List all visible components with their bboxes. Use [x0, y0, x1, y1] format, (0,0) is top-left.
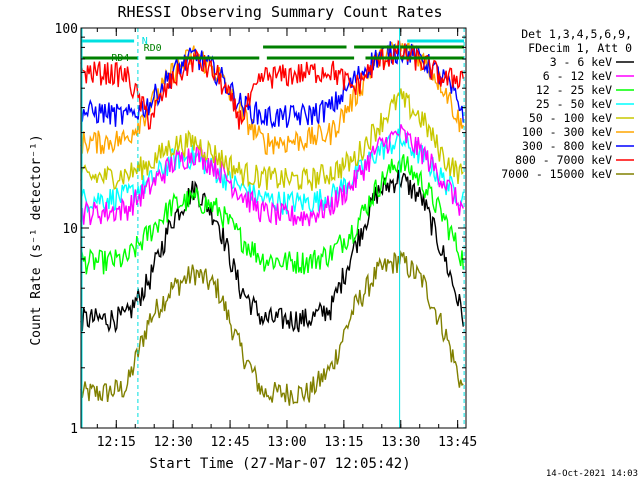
legend-entry-label: 3 - 6 keV — [550, 55, 612, 69]
y-axis-label: Count Rate (s⁻¹ detector⁻¹) — [29, 134, 44, 345]
legend-entry-label: 6 - 12 keV — [543, 69, 612, 83]
legend: Det 1,3,4,5,6,9,FDecim 1, Att 03 - 6 keV… — [501, 27, 634, 181]
chart-title: RHESSI Observing Summary Count Rates — [117, 3, 442, 21]
legend-header-line: Det 1,3,4,5,6,9, — [521, 27, 632, 41]
legend-entry-label: 800 - 7000 keV — [515, 153, 612, 167]
x-tick-label: 12:15 — [97, 435, 136, 450]
y-tick-label: 100 — [55, 22, 78, 37]
x-axis-label: Start Time (27-Mar-07 12:05:42) — [149, 456, 410, 472]
legend-entry-label: 50 - 100 keV — [529, 111, 612, 125]
legend-entry-label: 7000 - 15000 keV — [501, 167, 612, 181]
legend-entry-label: 100 - 300 keV — [522, 125, 612, 139]
x-tick-label: 13:15 — [324, 435, 363, 450]
y-tick-label: 10 — [62, 222, 78, 237]
date-stamp: 14-Oct-2021 14:03 — [546, 469, 638, 479]
y-tick-label: 1 — [70, 422, 78, 437]
axes-layer: 1 10 100 12:15 12:30 12:45 13:00 13:15 13:30 13:4… — [55, 22, 478, 450]
legend-entry-label: 12 - 25 keV — [536, 83, 612, 97]
x-tick-label: 13:45 — [438, 435, 477, 450]
flag-label-rd0: RD0 — [144, 43, 162, 54]
legend-header-line: FDecim 1, Att 0 — [528, 41, 632, 55]
flag-label-rd4: RD4 — [111, 53, 129, 64]
legend-entry-label: 25 - 50 keV — [536, 97, 612, 111]
x-tick-label: 13:00 — [267, 435, 306, 450]
legend-entry-label: 300 - 800 keV — [522, 139, 612, 153]
x-tick-label: 12:45 — [210, 435, 249, 450]
x-tick-label: 13:30 — [381, 435, 420, 450]
flag-label-n: N — [142, 36, 148, 47]
x-tick-label: 12:30 — [154, 435, 193, 450]
